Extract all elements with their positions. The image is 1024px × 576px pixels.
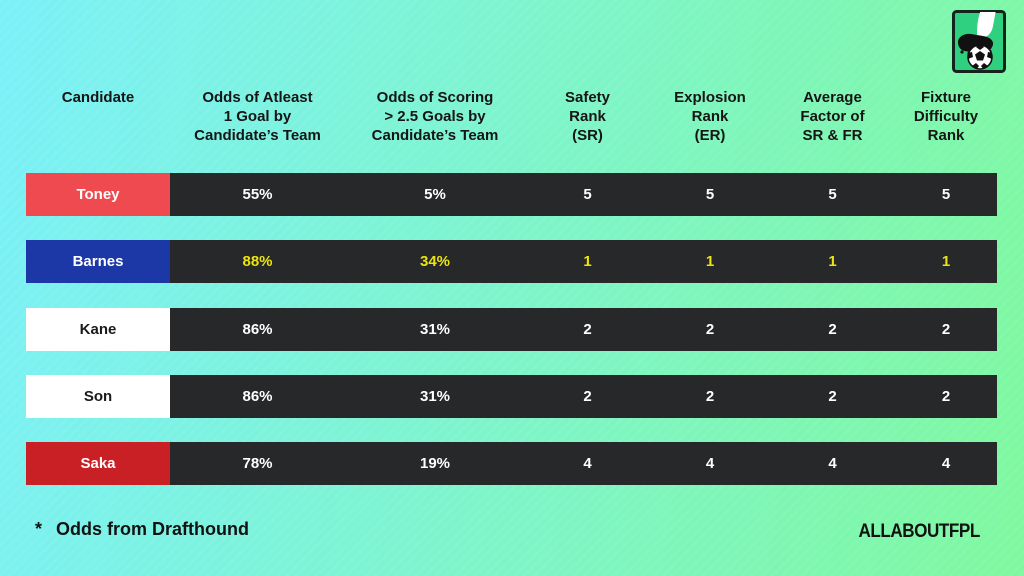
candidate-name-cell: Toney xyxy=(26,173,170,216)
table-row-son: Son 86% 31% 2 2 2 2 xyxy=(26,375,997,418)
header-candidate: Candidate xyxy=(61,89,135,106)
allaboutfpl-brand: ALLABOUTFPL xyxy=(858,521,981,542)
table-row-barnes: Barnes 88% 34% 1 1 1 1 xyxy=(26,240,997,283)
candidate-name-cell: Barnes xyxy=(26,240,170,283)
cell-odds-1-goal: 55% xyxy=(242,186,273,203)
header-explosion-rank: Explosion Rank (ER) xyxy=(674,89,746,144)
cell-fixture-difficulty: 2 xyxy=(941,321,951,338)
cell-safety-rank: 5 xyxy=(583,186,592,203)
header-odds-1-goal: Odds of Atleast 1 Goal by Candidate’s Te… xyxy=(194,89,321,144)
cell-average-factor: 1 xyxy=(828,253,837,270)
cell-safety-rank: 4 xyxy=(583,455,592,472)
candidate-name-cell: Son xyxy=(26,375,170,418)
cell-odds-1-goal: 88% xyxy=(242,253,273,270)
header-fixture-difficulty: Fixture Difficulty Rank xyxy=(913,89,979,144)
row-values-strip: 88% 34% 1 1 1 1 xyxy=(170,240,997,283)
cell-fixture-difficulty: 5 xyxy=(941,186,951,203)
row-values-strip: 55% 5% 5 5 5 5 xyxy=(170,173,997,216)
row-values-strip: 86% 31% 2 2 2 2 xyxy=(170,308,997,351)
cell-fixture-difficulty: 4 xyxy=(941,455,951,472)
cell-odds-2-5-goals: 31% xyxy=(419,388,451,405)
cell-odds-1-goal: 86% xyxy=(242,321,273,338)
cell-odds-2-5-goals: 31% xyxy=(419,321,451,338)
cell-fixture-difficulty: 1 xyxy=(941,253,951,270)
cell-average-factor: 2 xyxy=(828,388,837,405)
row-values-strip: 78% 19% 4 4 4 4 xyxy=(170,442,997,485)
candidate-name-cell: Kane xyxy=(26,308,170,351)
table-row-saka: Saka 78% 19% 4 4 4 4 xyxy=(26,442,997,485)
cell-fixture-difficulty: 2 xyxy=(941,388,951,405)
cell-explosion-rank: 2 xyxy=(705,388,715,405)
cell-odds-1-goal: 78% xyxy=(242,455,273,472)
cell-explosion-rank: 1 xyxy=(705,253,715,270)
cell-explosion-rank: 4 xyxy=(705,455,715,472)
table-header: Candidate Odds of Atleast 1 Goal by Cand… xyxy=(26,88,997,145)
table-row-toney: Toney 55% 5% 5 5 5 5 xyxy=(26,173,997,216)
cell-safety-rank: 1 xyxy=(583,253,592,270)
cell-safety-rank: 2 xyxy=(583,321,592,338)
cell-odds-2-5-goals: 34% xyxy=(419,253,451,270)
cell-safety-rank: 2 xyxy=(583,388,592,405)
cell-average-factor: 4 xyxy=(828,455,837,472)
cell-odds-2-5-goals: 5% xyxy=(424,186,446,203)
cell-explosion-rank: 2 xyxy=(705,321,715,338)
boot-on-football-icon xyxy=(952,10,1006,73)
cell-odds-1-goal: 86% xyxy=(242,388,273,405)
cell-odds-2-5-goals: 19% xyxy=(419,455,451,472)
row-values-strip: 86% 31% 2 2 2 2 xyxy=(170,375,997,418)
odds-source-note: * Odds from Drafthound xyxy=(35,519,249,540)
cell-average-factor: 5 xyxy=(828,186,837,203)
header-average-factor: Average Factor of SR & FR xyxy=(800,89,865,144)
cell-explosion-rank: 5 xyxy=(705,186,715,203)
table-row-kane: Kane 86% 31% 2 2 2 2 xyxy=(26,308,997,351)
asterisk-mark: * xyxy=(35,519,43,539)
cell-average-factor: 2 xyxy=(828,321,837,338)
header-safety-rank: Safety Rank (SR) xyxy=(564,89,611,144)
header-odds-2-5-goals: Odds of Scoring > 2.5 Goals by Candidate… xyxy=(371,89,499,144)
candidate-name-cell: Saka xyxy=(26,442,170,485)
odds-source-text: Odds from Drafthound xyxy=(56,519,249,539)
